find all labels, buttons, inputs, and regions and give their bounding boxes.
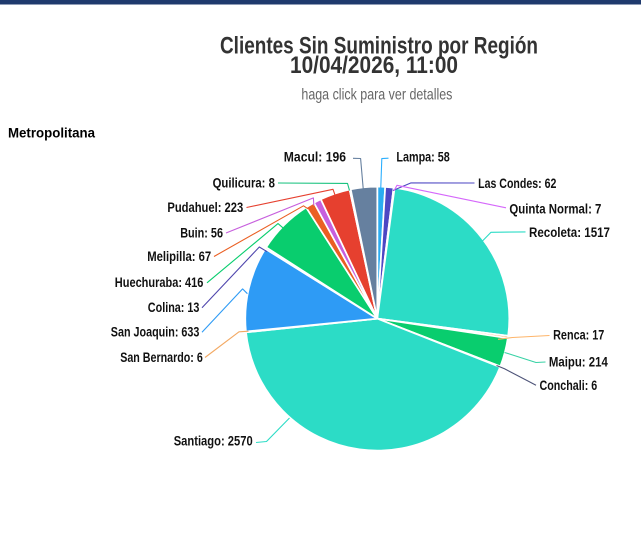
svg-text:Macul: 196: Macul: 196 [284, 149, 347, 164]
svg-text:Maipu: 214: Maipu: 214 [549, 355, 608, 370]
svg-text:San Bernardo: 6: San Bernardo: 6 [120, 350, 203, 365]
svg-text:10/04/2026, 11:00: 10/04/2026, 11:00 [290, 52, 458, 79]
svg-text:Buin: 56: Buin: 56 [180, 225, 223, 240]
svg-text:Recoleta: 1517: Recoleta: 1517 [529, 225, 610, 240]
svg-text:Renca: 17: Renca: 17 [553, 327, 604, 342]
svg-text:haga click para ver detalles: haga click para ver detalles [301, 87, 452, 104]
svg-text:Huechuraba: 416: Huechuraba: 416 [115, 275, 204, 290]
svg-text:Quilicura: 8: Quilicura: 8 [213, 176, 276, 191]
svg-text:Las Condes: 62: Las Condes: 62 [478, 176, 556, 191]
svg-text:Clientes Sin Suministro por Re: Clientes Sin Suministro por Región [220, 33, 538, 60]
svg-text:Melipilla: 67: Melipilla: 67 [147, 249, 211, 264]
svg-text:Metropolitana: Metropolitana [8, 125, 95, 141]
svg-text:San Joaquin: 633: San Joaquin: 633 [111, 325, 200, 340]
svg-text:Quinta Normal: 7: Quinta Normal: 7 [509, 201, 601, 216]
svg-text:Conchali: 6: Conchali: 6 [540, 378, 598, 393]
svg-text:Colina: 13: Colina: 13 [148, 300, 200, 315]
svg-text:Santiago: 2570: Santiago: 2570 [174, 433, 253, 448]
svg-text:Pudahuel: 223: Pudahuel: 223 [167, 200, 243, 215]
svg-text:Lampa: 58: Lampa: 58 [396, 149, 450, 164]
